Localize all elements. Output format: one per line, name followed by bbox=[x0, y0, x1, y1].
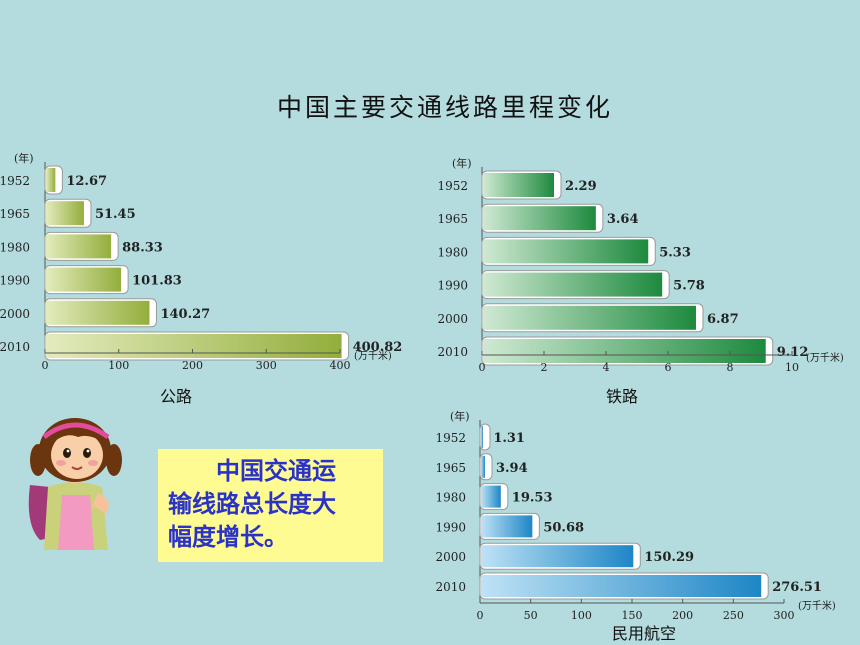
bar bbox=[483, 239, 649, 264]
value-label: 9.12 bbox=[777, 345, 809, 360]
category-label: 2000 bbox=[437, 312, 468, 326]
girl-illustration bbox=[28, 418, 122, 550]
value-label: 140.27 bbox=[160, 307, 210, 322]
callout-line: 输线路总长度大 bbox=[168, 490, 336, 518]
page-title: 中国主要交通线路里程变化 bbox=[276, 93, 613, 122]
value-label: 51.45 bbox=[95, 207, 136, 222]
year-axis-label: (年) bbox=[452, 156, 472, 170]
value-label: 5.33 bbox=[659, 245, 691, 260]
bar bbox=[481, 455, 485, 478]
bar bbox=[46, 234, 112, 259]
highway-chart: (年) 1952 12.67 1965 51.45 1980 88.33 1990 101.83… bbox=[0, 151, 403, 372]
bar bbox=[46, 267, 122, 292]
bar bbox=[46, 168, 56, 192]
value-label: 3.94 bbox=[496, 461, 528, 476]
category-label: 1965 bbox=[0, 207, 30, 221]
x-tick-label: 100 bbox=[571, 609, 592, 622]
category-label: 2000 bbox=[435, 550, 466, 564]
value-label: 12.67 bbox=[66, 174, 107, 189]
x-tick-label: 2 bbox=[541, 361, 548, 374]
x-tick-label: 6 bbox=[665, 361, 672, 374]
x-tick-label: 150 bbox=[622, 609, 643, 622]
value-label: 5.78 bbox=[673, 279, 705, 294]
bar bbox=[481, 575, 762, 597]
callout-box: 中国交通运 输线路总长度大 幅度增长。 bbox=[158, 449, 383, 562]
category-label: 1980 bbox=[435, 491, 466, 505]
x-tick-label: 200 bbox=[182, 359, 203, 372]
category-label: 1952 bbox=[435, 431, 466, 445]
unit-label: (万千米) bbox=[354, 349, 392, 362]
value-label: 3.64 bbox=[607, 212, 639, 227]
bar bbox=[483, 206, 596, 231]
category-label: 1965 bbox=[437, 212, 468, 226]
bar bbox=[483, 173, 554, 197]
bar bbox=[483, 339, 766, 363]
x-tick-label: 300 bbox=[774, 609, 795, 622]
x-tick-label: 400 bbox=[330, 359, 351, 372]
bar bbox=[483, 272, 663, 297]
category-label: 1990 bbox=[437, 279, 468, 293]
x-tick-label: 250 bbox=[723, 609, 744, 622]
unit-label: (万千米) bbox=[806, 351, 844, 364]
x-tick-label: 4 bbox=[603, 361, 610, 374]
year-axis-label: (年) bbox=[14, 151, 34, 165]
bar bbox=[481, 485, 501, 508]
year-axis-label: (年) bbox=[450, 409, 470, 423]
value-label: 400.82 bbox=[353, 340, 403, 355]
category-label: 1990 bbox=[0, 274, 30, 288]
category-label: 1980 bbox=[437, 245, 468, 259]
value-label: 50.68 bbox=[543, 520, 584, 535]
bar bbox=[481, 515, 533, 538]
category-label: 2000 bbox=[0, 307, 30, 321]
value-label: 19.53 bbox=[512, 491, 553, 506]
category-label: 1980 bbox=[0, 240, 30, 254]
callout-line: 中国交通运 bbox=[216, 457, 336, 485]
value-label: 1.31 bbox=[493, 431, 525, 446]
railway-chart: (年) 1952 2.29 1965 3.64 1980 5.33 1990 5.78 2000 6… bbox=[437, 156, 844, 374]
railway-caption: 铁路 bbox=[606, 387, 639, 406]
category-label: 2010 bbox=[437, 345, 468, 359]
highway-caption: 公路 bbox=[160, 387, 193, 406]
x-tick-label: 0 bbox=[479, 361, 486, 374]
bar bbox=[46, 201, 84, 226]
x-tick-label: 8 bbox=[727, 361, 734, 374]
value-label: 6.87 bbox=[707, 312, 739, 327]
x-tick-label: 300 bbox=[256, 359, 277, 372]
value-label: 101.83 bbox=[132, 274, 182, 289]
category-label: 1990 bbox=[435, 520, 466, 534]
value-label: 276.51 bbox=[772, 580, 822, 595]
x-tick-label: 0 bbox=[477, 609, 484, 622]
category-label: 2010 bbox=[435, 580, 466, 594]
x-tick-label: 200 bbox=[672, 609, 693, 622]
x-tick-label: 0 bbox=[42, 359, 49, 372]
value-label: 150.29 bbox=[644, 550, 694, 565]
bar bbox=[481, 426, 483, 448]
bar bbox=[481, 545, 634, 568]
category-label: 1952 bbox=[437, 179, 468, 193]
value-label: 2.29 bbox=[565, 179, 597, 194]
bar bbox=[46, 300, 150, 325]
x-tick-label: 100 bbox=[108, 359, 129, 372]
category-label: 2010 bbox=[0, 340, 30, 354]
unit-label: (万千米) bbox=[798, 599, 836, 612]
x-tick-label: 10 bbox=[785, 361, 799, 374]
category-label: 1952 bbox=[0, 174, 30, 188]
callout-line: 幅度增长。 bbox=[168, 523, 288, 551]
value-label: 88.33 bbox=[122, 240, 163, 255]
bar bbox=[483, 305, 696, 330]
bar bbox=[46, 334, 342, 358]
aviation-caption: 民用航空 bbox=[612, 624, 677, 643]
category-label: 1965 bbox=[435, 461, 466, 475]
x-tick-label: 50 bbox=[524, 609, 538, 622]
